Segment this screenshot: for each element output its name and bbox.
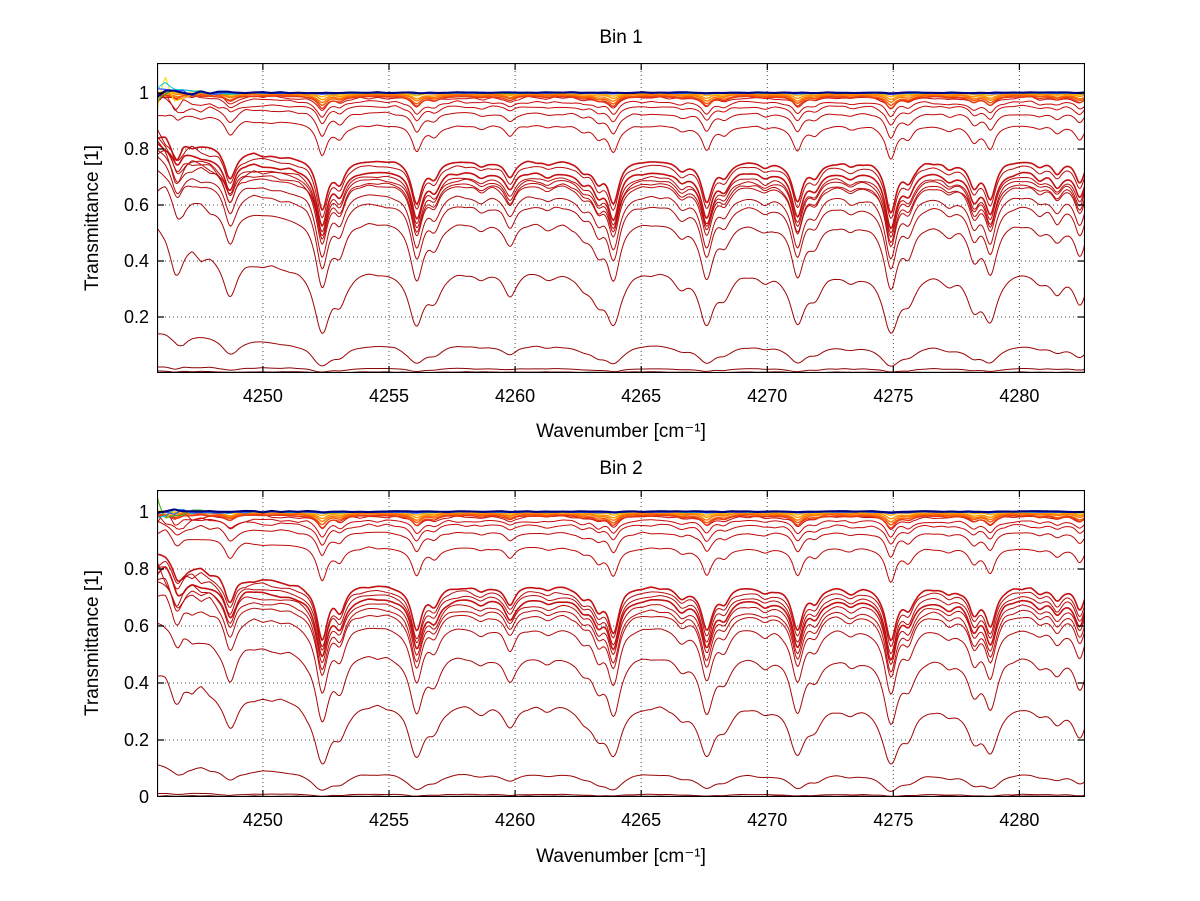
spectrum-curve [157,186,1085,291]
spectrum-curve [157,149,1085,248]
x-tick-label: 4250 [242,810,283,830]
spectrum-curve [157,508,1085,514]
spectrum-curve [157,333,1085,367]
spectrum-curve [157,136,1085,234]
spectrum-curve [157,529,1085,583]
x-axis-label-bin-1: Wavenumber [cm⁻¹] [536,421,706,442]
spectrum-curve [157,93,1085,118]
spectrum-curve [157,511,1085,530]
spectrum-curve [157,566,1085,661]
plot-canvas [157,63,1085,373]
x-tick-label: 4270 [747,386,788,406]
spectrum-curve [157,513,1085,526]
spectrum-curve [157,155,1085,260]
spectrum-curve [157,89,1085,99]
spectrum-curve [157,514,1085,529]
spectrum-curve [157,142,1085,230]
spectrum-curve [157,93,1085,126]
tick-marks [157,63,1085,373]
y-axis-label-bin-2: Transmittance [1] [82,569,103,717]
spectrum-curve [157,622,1085,725]
spectrum-curve [157,509,1085,538]
y-tick-label: 1 [138,82,149,103]
x-tick-label: 4275 [873,810,914,830]
y-tick-label: 0.2 [123,729,149,750]
y-tick-label: 0.8 [123,558,149,579]
spectrum-curve [157,511,1085,520]
x-axis-label-bin-2: Wavenumber [cm⁻¹] [536,846,706,867]
grid-lines [157,63,1085,373]
plot-canvas [157,490,1085,797]
spectrum-curve [157,594,1085,695]
spectrum-curve [157,561,1085,666]
x-tick-label: 4270 [747,810,788,830]
x-tick-label: 4260 [495,386,536,406]
x-tick-label: 4255 [368,810,410,830]
subplot-title-bin-1: Bin 1 [599,27,643,48]
spectrum-curve [157,93,1085,110]
spectrum-curve [157,366,1085,373]
x-tick-label: 4280 [999,386,1040,406]
x-tick-label: 4250 [242,386,283,406]
x-tick-label: 4280 [999,810,1040,830]
spectrum-curve [157,553,1085,642]
spectrum-curve [157,764,1085,792]
subplot-title-bin-2: Bin 2 [599,458,643,479]
spectrum-curve [157,513,1085,546]
spectrum-curve [157,92,1085,104]
spectrum-curve [157,93,1085,107]
x-tick-label: 4275 [873,386,914,406]
x-tick-label: 4255 [368,386,410,406]
y-tick-label: 0 [138,787,149,807]
spectrum-curve [157,128,1085,219]
x-tick-label: 4260 [495,810,536,830]
axes-box [157,63,1085,373]
spectrum-curve [157,94,1085,139]
spectrum-curve [157,577,1085,678]
spectrum-curve [157,227,1085,334]
y-tick-label: 0.2 [123,306,149,327]
y-tick-label: 0.4 [123,672,149,693]
spectrum-curve [157,139,1085,244]
spectrum-curve [157,566,1085,655]
y-tick-label: 0.6 [123,615,149,636]
y-tick-label: 0.8 [123,138,149,159]
spectrum-curve [157,560,1085,648]
x-tick-label: 4265 [621,810,662,830]
y-tick-label: 0.6 [123,194,149,215]
tick-marks [157,490,1085,797]
spectrum-curve [157,675,1085,765]
y-tick-label: 1 [138,501,149,522]
axes-box [157,490,1085,797]
spectrum-curve [157,169,1085,270]
y-tick-label: 0.4 [123,250,149,271]
spectrum-curve [157,114,1085,160]
spectrum-curve [157,511,1085,523]
spectrum-curve [157,91,1085,111]
spectrum-curve [157,520,1085,558]
spectrum-curve [157,792,1085,797]
spectrum-curve [157,136,1085,214]
x-tick-label: 4265 [621,386,662,406]
spectrum-curve [157,149,1085,238]
spectrum-curve [157,581,1085,673]
grid-lines [157,490,1085,797]
